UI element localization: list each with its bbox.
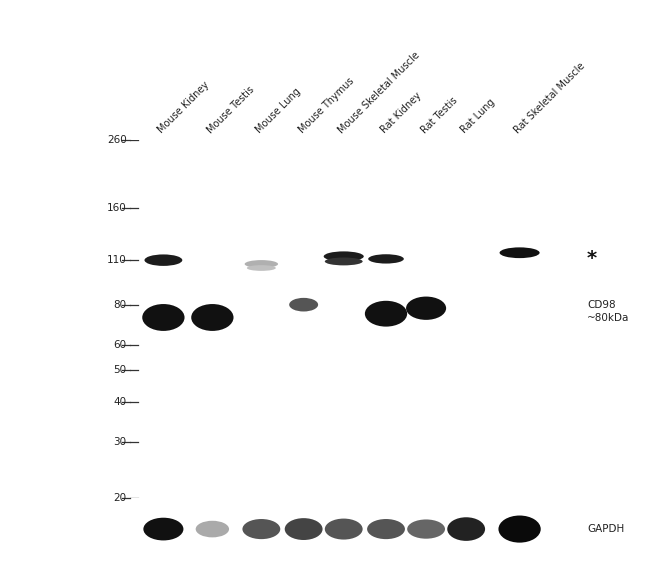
Text: 260: 260 [107, 135, 127, 145]
Ellipse shape [289, 298, 318, 311]
Ellipse shape [324, 251, 364, 261]
Text: Mouse Lung: Mouse Lung [254, 86, 303, 135]
Text: 20: 20 [114, 493, 127, 504]
Ellipse shape [242, 519, 280, 539]
Ellipse shape [142, 304, 185, 331]
Text: Mouse Thymus: Mouse Thymus [296, 76, 356, 135]
Text: Rat Testis: Rat Testis [419, 95, 459, 135]
Ellipse shape [191, 304, 233, 331]
Text: 40: 40 [114, 396, 127, 406]
Ellipse shape [365, 301, 407, 326]
Text: 160: 160 [107, 203, 127, 213]
Text: 60: 60 [114, 340, 127, 350]
Text: Mouse Skeletal Muscle: Mouse Skeletal Muscle [337, 50, 422, 135]
Text: 80: 80 [114, 300, 127, 310]
Ellipse shape [367, 519, 405, 539]
Ellipse shape [144, 518, 183, 540]
Ellipse shape [247, 265, 276, 271]
Ellipse shape [325, 519, 363, 540]
Text: CD98
~80kDa: CD98 ~80kDa [587, 300, 629, 324]
Text: *: * [587, 250, 597, 268]
Ellipse shape [325, 258, 363, 265]
Ellipse shape [144, 254, 182, 266]
Text: 110: 110 [107, 255, 127, 265]
Text: Mouse Kidney: Mouse Kidney [156, 80, 211, 135]
Text: Rat Skeletal Muscle: Rat Skeletal Muscle [512, 61, 587, 135]
Text: 30: 30 [114, 437, 127, 447]
Text: Mouse Testis: Mouse Testis [205, 85, 256, 135]
Ellipse shape [407, 519, 445, 539]
Ellipse shape [368, 254, 404, 264]
Ellipse shape [244, 260, 278, 268]
Ellipse shape [500, 247, 540, 258]
Ellipse shape [406, 297, 446, 320]
Ellipse shape [447, 517, 485, 541]
Text: GAPDH: GAPDH [587, 524, 624, 534]
Text: 50: 50 [114, 366, 127, 375]
Text: Rat Lung: Rat Lung [459, 97, 497, 135]
Ellipse shape [499, 515, 541, 543]
Ellipse shape [285, 518, 322, 540]
Ellipse shape [196, 521, 229, 538]
Text: Rat Kidney: Rat Kidney [379, 91, 423, 135]
